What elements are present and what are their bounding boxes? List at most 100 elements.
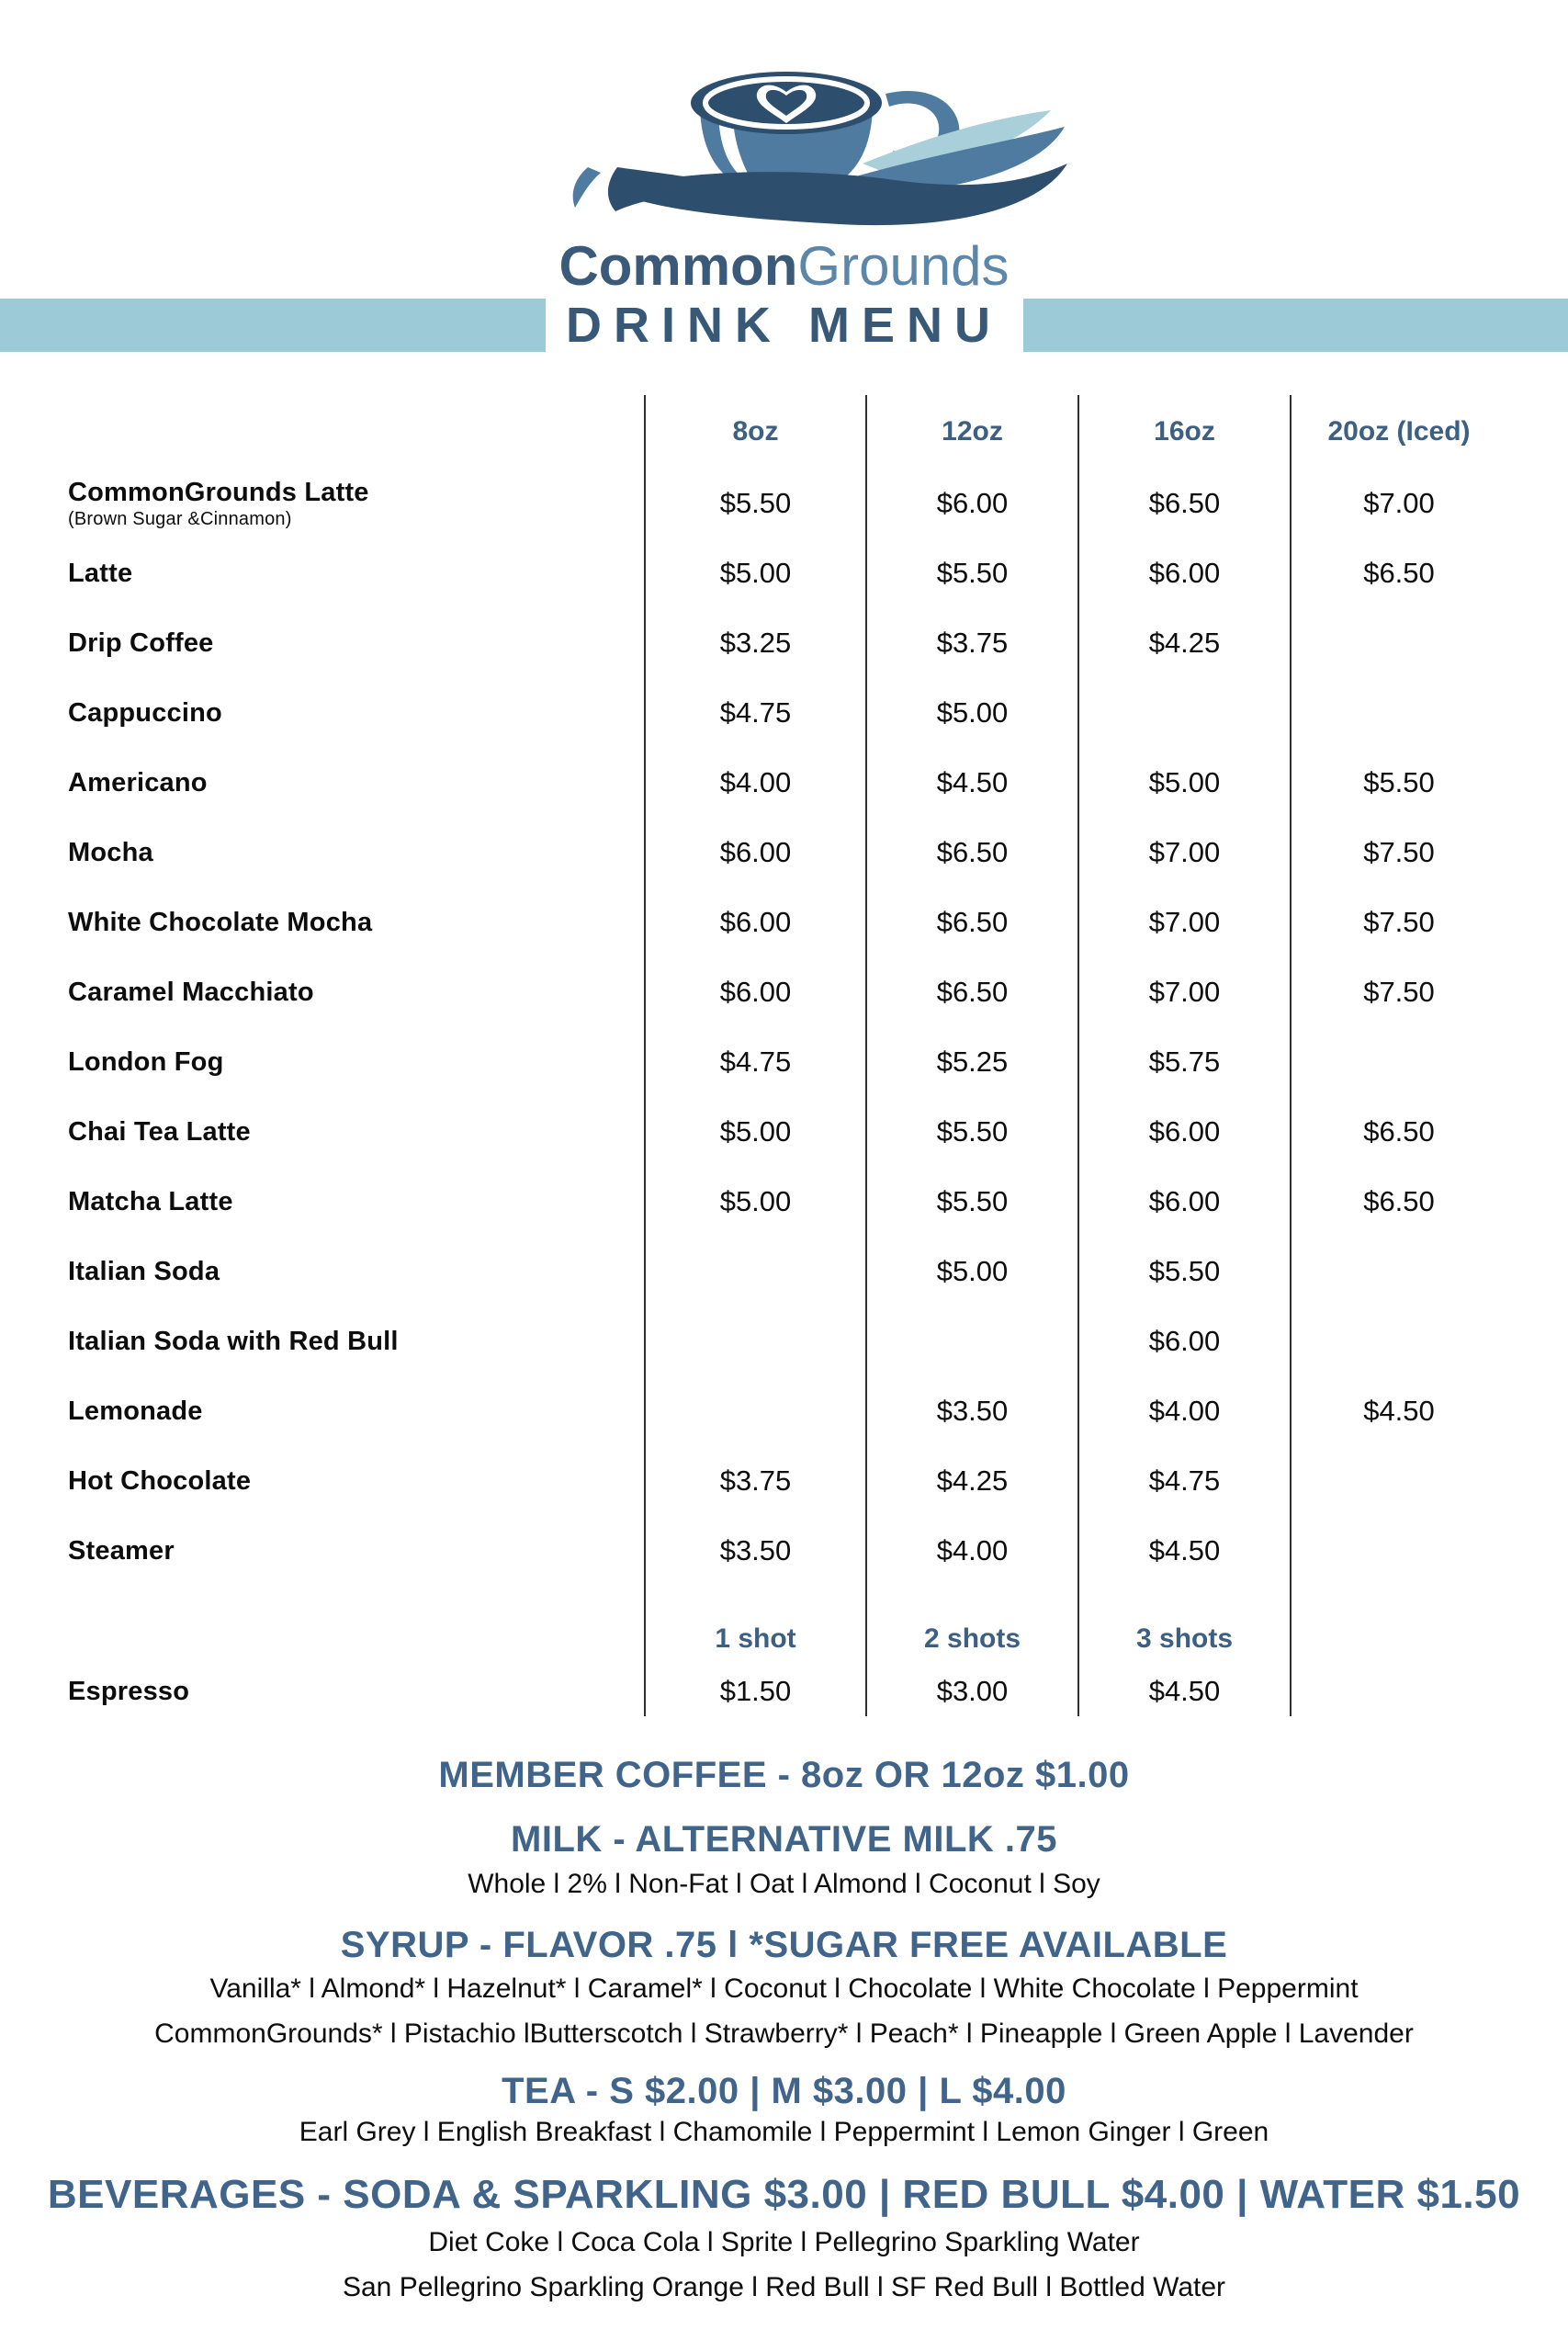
table-spacer (1077, 1586, 1290, 1611)
wordmark: CommonGrounds (0, 237, 1568, 296)
milk-options: Whole l 2% l Non-Fat l Oat l Almond l Co… (468, 1869, 1100, 1899)
table-spacer (1290, 1586, 1506, 1611)
drink-name: Caramel Macchiato (68, 978, 314, 1007)
drink-name: CommonGrounds Latte (Brown Sugar &Cinnam… (68, 478, 369, 529)
price-cell-empty (1290, 1667, 1506, 1716)
price-cell: $4.75 (1077, 1446, 1290, 1516)
price-table: 8oz 12oz 16oz 20oz (Iced) CommonGrounds … (55, 395, 1506, 1716)
price-cell: $3.00 (865, 1667, 1077, 1716)
price-cell (1290, 1237, 1506, 1306)
price-cell: $7.00 (1077, 957, 1290, 1027)
drink-name: Italian Soda with Red Bull (68, 1327, 399, 1356)
table-spacer (55, 1586, 644, 1611)
drink-name: Drip Coffee (68, 628, 214, 658)
drink-name: London Fog (68, 1047, 224, 1077)
syrup-heading: SYRUP - FLAVOR .75 l *SUGAR FREE AVAILAB… (340, 1925, 1228, 1965)
banner-title-box: DRINK MENU (545, 299, 1023, 352)
price-cell: $4.25 (865, 1446, 1077, 1516)
drink-name: White Chocolate Mocha (68, 908, 373, 937)
shot-column-header: 2 shots (865, 1611, 1077, 1667)
shot-column-header: 1 shot (644, 1611, 865, 1667)
price-cell: $7.00 (1077, 818, 1290, 888)
price-cell: $6.00 (644, 957, 865, 1027)
price-cell (1290, 1306, 1506, 1376)
size-column-header: 20oz (Iced) (1290, 395, 1506, 469)
price-cell: $4.50 (865, 748, 1077, 818)
price-cell: $5.75 (1077, 1027, 1290, 1097)
size-header-spacer (55, 395, 644, 469)
price-cell (865, 1306, 1077, 1376)
milk-heading: MILK - ALTERNATIVE MILK .75 (511, 1819, 1057, 1860)
price-cell: $6.00 (1077, 538, 1290, 608)
beverages-line2: San Pellegrino Sparkling Orange l Red Bu… (342, 2272, 1226, 2302)
price-cell: $3.75 (644, 1446, 865, 1516)
drink-name: Chai Tea Latte (68, 1117, 251, 1147)
price-cell: $7.50 (1290, 818, 1506, 888)
table-spacer (644, 1586, 865, 1611)
price-cell: $6.50 (1290, 1167, 1506, 1237)
price-cell: $3.50 (644, 1516, 865, 1586)
price-cell: $4.00 (644, 748, 865, 818)
drink-name: Matcha Latte (68, 1187, 233, 1216)
logo: CommonGrounds (0, 0, 1568, 296)
shot-column-header: 3 shots (1077, 1611, 1290, 1667)
price-cell: $6.00 (1077, 1306, 1290, 1376)
price-cell: $4.75 (644, 678, 865, 748)
price-cell (1077, 678, 1290, 748)
price-cell: $6.50 (865, 957, 1077, 1027)
price-cell (644, 1376, 865, 1446)
wordmark-grounds: Grounds (797, 235, 1010, 297)
size-column-header: 16oz (1077, 395, 1290, 469)
price-cell (1290, 1446, 1506, 1516)
drink-note: (Brown Sugar &Cinnamon) (68, 509, 292, 529)
beverages-line1: Diet Coke l Coca Cola l Sprite l Pellegr… (428, 2227, 1140, 2257)
price-cell: $5.50 (865, 1097, 1077, 1167)
drink-name: Mocha (68, 838, 153, 867)
price-cell: $7.50 (1290, 888, 1506, 957)
price-cell: $3.25 (644, 608, 865, 678)
price-cell: $5.00 (644, 1167, 865, 1237)
price-cell: $6.50 (1290, 538, 1506, 608)
tea-heading: TEA - S $2.00 | M $3.00 | L $4.00 (502, 2071, 1066, 2111)
wordmark-common: Common (558, 235, 798, 297)
price-cell (1290, 608, 1506, 678)
price-cell: $4.00 (1077, 1376, 1290, 1446)
size-column-header: 12oz (865, 395, 1077, 469)
drink-name: Lemonade (68, 1396, 203, 1426)
syrup-flavors-line2: CommonGrounds* l Pistachio lButterscotch… (154, 2018, 1414, 2049)
price-cell: $4.50 (1077, 1667, 1290, 1716)
price-cell: $5.00 (1077, 748, 1290, 818)
price-cell: $5.00 (865, 1237, 1077, 1306)
banner-band: DRINK MENU (0, 299, 1568, 352)
price-cell: $6.50 (865, 818, 1077, 888)
price-cell: $5.50 (865, 1167, 1077, 1237)
price-cell: $5.00 (644, 1097, 865, 1167)
shot-header-empty (1290, 1611, 1506, 1667)
price-cell (1290, 678, 1506, 748)
beverages-heading: BEVERAGES - SODA & SPARKLING $3.00 | RED… (47, 2172, 1521, 2217)
drink-name: Italian Soda (68, 1257, 220, 1286)
price-cell: $5.00 (644, 538, 865, 608)
drink-name: Cappuccino (68, 698, 222, 728)
coffee-cup-waves-icon (572, 72, 1067, 226)
price-cell: $3.50 (865, 1376, 1077, 1446)
price-cell: $3.75 (865, 608, 1077, 678)
price-cell: $4.00 (865, 1516, 1077, 1586)
price-cell: $6.00 (1077, 1167, 1290, 1237)
price-cell: $4.50 (1290, 1376, 1506, 1446)
price-cell: $5.00 (865, 678, 1077, 748)
drink-name: Latte (68, 559, 133, 588)
price-cell: $5.25 (865, 1027, 1077, 1097)
price-cell: $5.50 (865, 538, 1077, 608)
price-cell: $6.50 (1077, 469, 1290, 538)
price-cell: $5.50 (1077, 1237, 1290, 1306)
drink-name: Americano (68, 768, 208, 797)
price-cell (644, 1237, 865, 1306)
price-cell: $7.00 (1077, 888, 1290, 957)
price-cell: $5.50 (1290, 748, 1506, 818)
price-cell: $6.50 (865, 888, 1077, 957)
price-cell: $6.00 (865, 469, 1077, 538)
syrup-flavors-line1: Vanilla* l Almond* l Hazelnut* l Caramel… (209, 1973, 1359, 2004)
shot-header-spacer (55, 1611, 644, 1667)
